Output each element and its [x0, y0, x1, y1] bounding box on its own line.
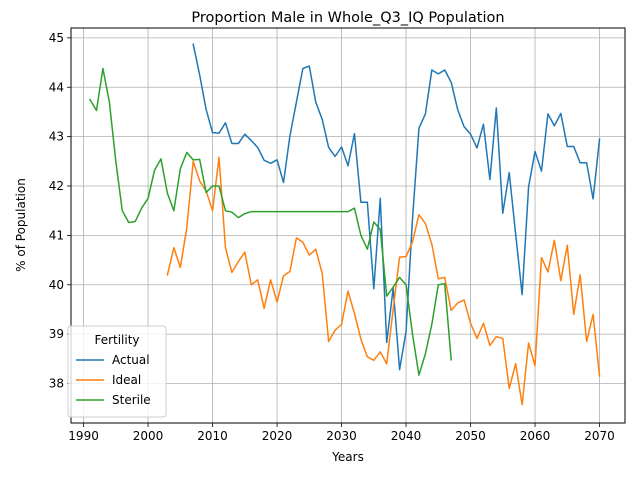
- legend-label-sterile: Sterile: [112, 393, 151, 407]
- y-tick-label: 42: [49, 179, 64, 193]
- x-tick-label: 2040: [391, 429, 422, 443]
- legend-label-ideal: Ideal: [112, 373, 141, 387]
- x-tick-label: 2010: [197, 429, 228, 443]
- x-tick-label: 2000: [133, 429, 164, 443]
- series-line-sterile: [89, 67, 453, 376]
- y-tick-label: 40: [49, 278, 64, 292]
- x-axis-ticks: 1990 2000 2010 2020 2030 2040 2050 2060 2070: [68, 423, 615, 443]
- x-tick-label: 2050: [455, 429, 486, 443]
- x-tick-label: 2070: [584, 429, 615, 443]
- x-tick-label: 2020: [262, 429, 293, 443]
- series-line-ideal: [166, 156, 601, 406]
- y-tick-label: 44: [49, 80, 64, 94]
- chart-title: Proportion Male in Whole_Q3_IQ Populatio…: [191, 10, 504, 26]
- series-lines: [89, 43, 601, 406]
- legend-label-actual: Actual: [112, 353, 150, 367]
- x-tick-label: 2030: [326, 429, 357, 443]
- x-tick-label: 2060: [520, 429, 551, 443]
- x-axis-label: Years: [331, 450, 364, 464]
- y-axis-ticks: 38 39 40 41 42 43 44 45: [49, 31, 71, 391]
- legend-box: [67, 325, 167, 418]
- y-axis-label: % of Population: [14, 178, 28, 272]
- y-tick-label: 39: [49, 327, 64, 341]
- grid: [71, 28, 625, 423]
- plot-area-frame: [70, 27, 626, 424]
- x-tick-label: 1990: [68, 429, 99, 443]
- legend-entries: Actual Ideal Sterile: [76, 353, 151, 407]
- series-line-actual: [192, 43, 601, 371]
- legend-title: Fertility: [94, 333, 139, 347]
- y-tick-label: 43: [49, 130, 64, 144]
- y-tick-label: 38: [49, 377, 64, 391]
- y-tick-label: 41: [49, 228, 64, 242]
- legend: Fertility Actual Ideal Sterile: [67, 325, 167, 418]
- y-tick-label: 45: [49, 31, 64, 45]
